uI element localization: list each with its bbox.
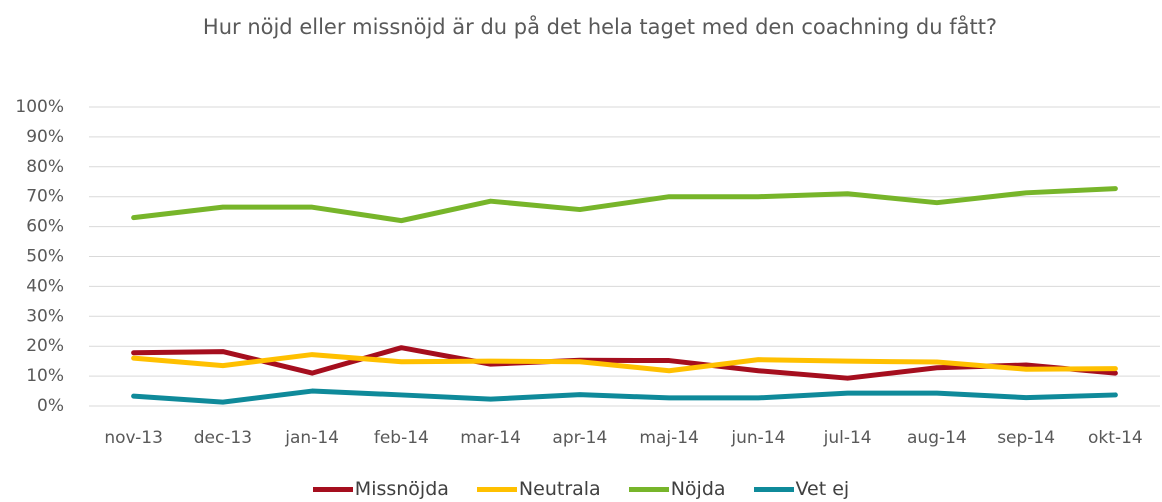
legend-label: Neutrala <box>518 478 601 500</box>
series-line <box>131 352 1118 374</box>
legend-label: Vet ej <box>795 478 850 500</box>
legend-label: Nöjda <box>670 478 726 500</box>
legend-swatch <box>628 486 669 492</box>
legend-item: Neutrala <box>476 478 601 500</box>
x-tick-label: jun-14 <box>730 428 785 448</box>
chart-title: Hur nöjd eller missnöjd är du på det hel… <box>202 15 998 39</box>
y-tick-label: 0% <box>37 396 64 416</box>
y-tick-label: 40% <box>26 276 64 296</box>
legend-item: Nöjda <box>628 478 726 500</box>
y-tick-label: 60% <box>26 217 64 237</box>
legend: Missnöjda Neutrala Nöjda Vet ej <box>0 478 1162 500</box>
x-tick-label: okt-14 <box>1088 428 1143 448</box>
series-line <box>131 345 1118 381</box>
y-tick-label: 30% <box>26 306 64 326</box>
y-tick-label: 80% <box>26 157 64 177</box>
y-tick-label: 50% <box>26 247 64 267</box>
y-tick-label: 20% <box>26 336 64 356</box>
legend-label: Missnöjda <box>354 478 449 500</box>
x-tick-label: mar-14 <box>460 428 521 448</box>
y-tick-label: 70% <box>26 187 64 207</box>
x-tick-label: feb-14 <box>374 428 429 448</box>
legend-swatch <box>476 486 517 492</box>
y-tick-label: 10% <box>26 366 64 386</box>
series-line <box>131 388 1118 405</box>
y-tick-label: 100% <box>15 97 64 117</box>
x-tick-label: maj-14 <box>639 428 698 448</box>
x-tick-label: apr-14 <box>552 428 607 448</box>
x-tick-label: nov-13 <box>104 428 163 448</box>
legend-item: Missnöjda <box>312 478 449 500</box>
y-tick-label: 90% <box>26 127 64 147</box>
x-tick-label: jan-14 <box>284 428 339 448</box>
legend-swatch <box>312 486 353 492</box>
x-tick-label: sep-14 <box>997 428 1055 448</box>
x-tick-label: dec-13 <box>194 428 252 448</box>
series-line <box>131 186 1118 224</box>
legend-swatch <box>753 486 794 492</box>
x-tick-label: jul-14 <box>823 428 872 448</box>
x-tick-label: aug-14 <box>907 428 967 448</box>
chart: 0% 10% 20% 30% 40% 50% 60% 70% 80% 90% 100% nov-13 d… <box>15 97 1160 448</box>
legend-item: Vet ej <box>753 478 850 500</box>
